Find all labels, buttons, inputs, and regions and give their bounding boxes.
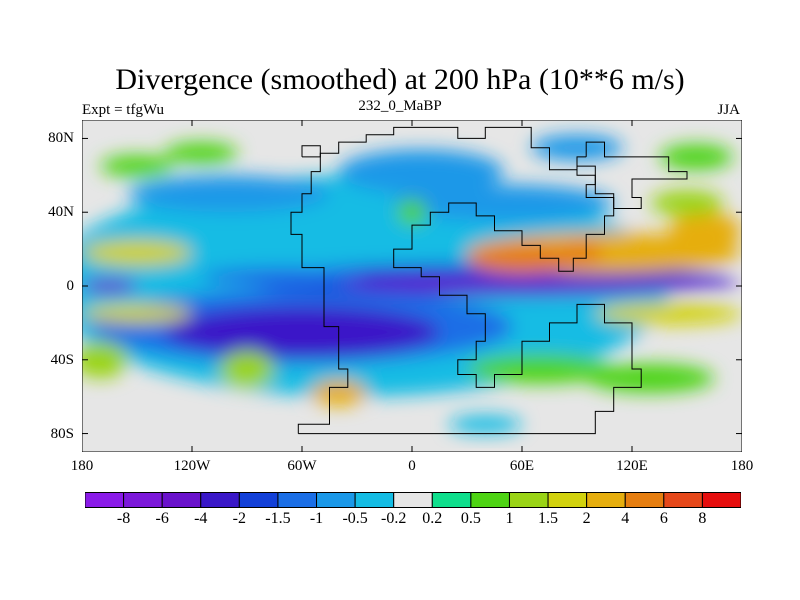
lon-tick-label: 180 — [730, 458, 754, 474]
field-region-2 — [164, 306, 440, 358]
colorbar-level-label: -0.2 — [381, 510, 407, 527]
field-region-19 — [668, 212, 742, 250]
colorbar-swatch — [277, 492, 318, 508]
colorbar-swatch — [85, 492, 125, 508]
colorbar-level-label: -4 — [194, 510, 208, 527]
colorbar-swatch — [663, 492, 703, 508]
colorbar-level-label: 6 — [659, 510, 668, 527]
lat-tick-label: 80N — [48, 130, 74, 147]
field-region-12 — [164, 142, 238, 165]
colorbar-swatch — [701, 492, 741, 508]
field-region-25 — [311, 380, 367, 406]
colorbar-level-label: -6 — [155, 510, 169, 527]
field-region-8 — [393, 184, 614, 222]
colorbar-level-label: 1 — [505, 510, 514, 527]
colorbar-level-label: 0.5 — [460, 510, 481, 527]
lon-tick-label: 120E — [616, 458, 648, 474]
map-title: Divergence (smoothed) at 200 hPa (10**6 … — [115, 63, 685, 96]
colorbar-swatch — [354, 492, 395, 508]
colorbar-swatch — [200, 492, 240, 508]
colorbar-level-label: -2 — [232, 510, 246, 527]
colorbar-level-label: 1.5 — [538, 510, 559, 527]
field-region-18 — [558, 241, 603, 264]
colorbar-swatch — [508, 492, 549, 508]
colorbar-swatch — [586, 492, 626, 508]
field-region-9 — [127, 175, 330, 213]
colorbar-level-label: -0.5 — [342, 510, 368, 527]
coastline-eastern-landmass — [576, 141, 688, 209]
colorbar-level-label: -8 — [116, 510, 131, 527]
coastline-western-continent — [290, 126, 642, 435]
field-region-21 — [595, 302, 742, 325]
field-region-20 — [650, 190, 724, 216]
colorbar-level-label: 4 — [621, 510, 630, 527]
colorbar-level-label: -1.5 — [265, 510, 291, 527]
season-label: JJA — [717, 102, 740, 118]
field-region-6 — [201, 267, 367, 286]
field-region-5 — [82, 278, 137, 294]
coastlines — [290, 126, 688, 435]
field-region-15 — [82, 239, 192, 266]
coastline-northern-island — [301, 145, 321, 158]
lat-tick-label: 80S — [50, 425, 74, 442]
colorbar-level-label: 2 — [582, 510, 591, 527]
colorbar-swatch — [123, 492, 163, 508]
colorbar-swatch — [470, 492, 510, 508]
colorbar-swatch — [238, 492, 279, 508]
colorbar-level-label: 0.2 — [422, 510, 443, 527]
colorbar-swatch — [547, 492, 588, 508]
lon-tick-label: 60E — [509, 458, 535, 474]
field-region-4 — [338, 276, 742, 292]
colorbar-level-label: -1 — [309, 510, 324, 527]
lon-tick-label: 0 — [408, 458, 416, 474]
colorbar-level-label: 8 — [698, 510, 707, 527]
field-region-26 — [467, 354, 614, 384]
colorbar-swatch — [316, 492, 356, 508]
colorbar-swatch — [161, 492, 202, 508]
lat-tick-label: 0 — [66, 278, 75, 294]
divergence-map — [82, 120, 742, 452]
field-region-24 — [219, 350, 275, 388]
period-label: 232_0_MaBP — [358, 98, 442, 114]
axis-ticks — [82, 120, 742, 452]
experiment-label: Expt = tfgWu — [82, 102, 165, 118]
colorbar-swatch — [431, 492, 472, 508]
colorbar — [85, 492, 741, 508]
colorbar-swatch — [624, 492, 665, 508]
field-region-28 — [448, 415, 522, 434]
colorbar-swatch — [393, 492, 433, 508]
lat-tick-label: 40S — [50, 351, 74, 368]
field-region-17 — [467, 243, 577, 274]
field-region-27 — [586, 363, 715, 393]
field-region-23 — [82, 341, 128, 379]
lat-tick-label: 40N — [48, 204, 74, 221]
lon-tick-label: 120W — [173, 458, 211, 474]
lon-tick-label: 60W — [287, 458, 317, 474]
field-region-22 — [82, 304, 192, 323]
lon-tick-label: 180 — [70, 458, 94, 474]
field-region-7 — [338, 149, 504, 194]
field-region-11 — [100, 155, 174, 178]
field-region-10 — [531, 134, 623, 161]
field-region-14 — [397, 199, 427, 226]
field-region-13 — [659, 143, 733, 170]
